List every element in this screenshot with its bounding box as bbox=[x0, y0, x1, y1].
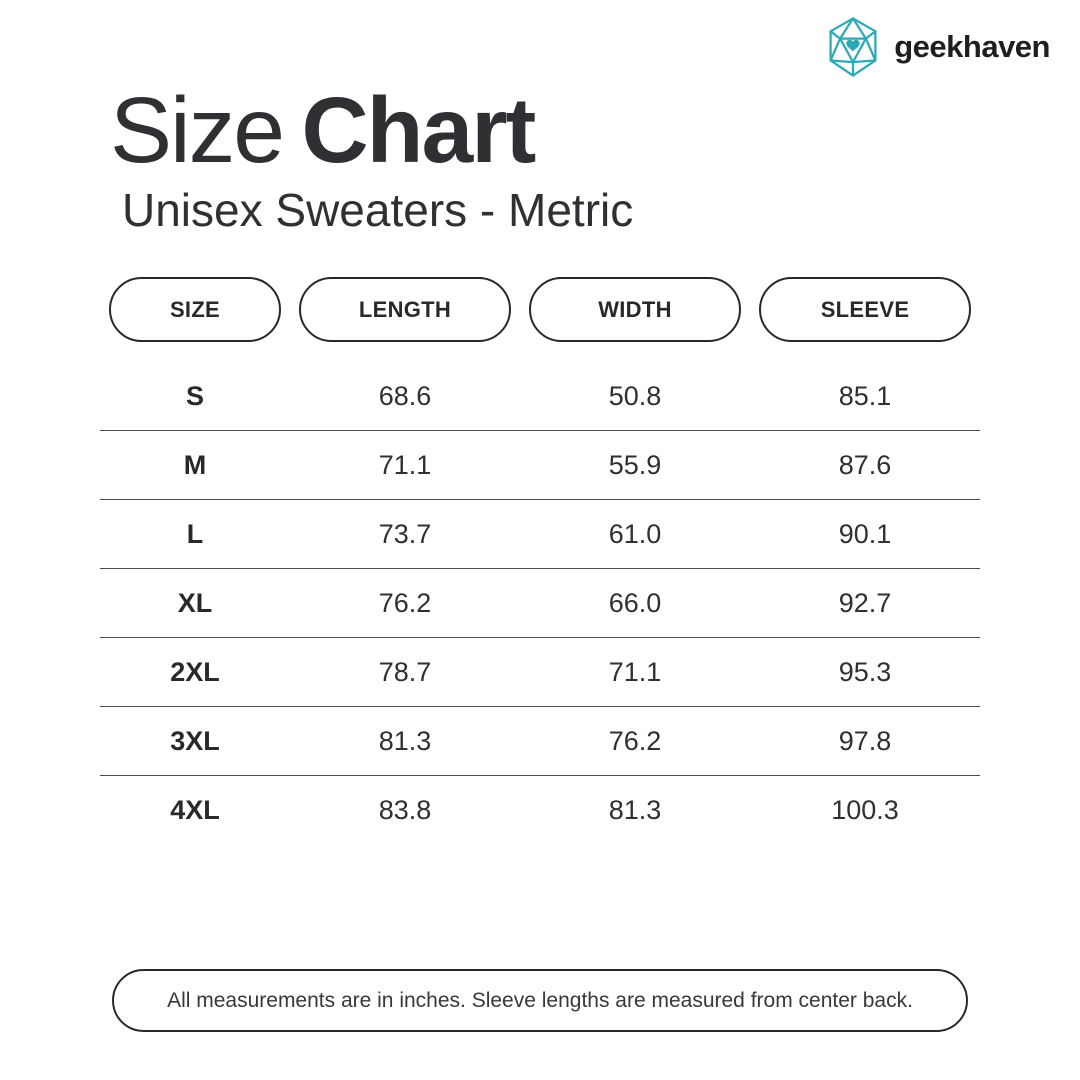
sleeve-cell: 92.7 bbox=[838, 587, 892, 618]
measurement-footnote: All measurements are in inches. Sleeve l… bbox=[112, 969, 968, 1032]
width-cell: 81.3 bbox=[608, 794, 662, 825]
length-cell: 83.8 bbox=[378, 794, 432, 825]
length-cell: 71.1 bbox=[378, 449, 432, 480]
width-cell: 66.0 bbox=[608, 587, 662, 618]
page-subtitle: Unisex Sweaters - Metric bbox=[122, 184, 634, 236]
length-cell: 68.6 bbox=[378, 380, 432, 411]
length-cell: 78.7 bbox=[378, 656, 432, 687]
table-row-m: M 71.1 55.9 87.6 bbox=[100, 431, 980, 500]
sleeve-cell: 87.6 bbox=[838, 449, 892, 480]
brand-name: geekhaven bbox=[894, 29, 1050, 64]
length-cell: 73.7 bbox=[378, 518, 432, 549]
sleeve-cell: 95.3 bbox=[838, 656, 892, 687]
page-title: Size Chart bbox=[110, 84, 536, 177]
size-cell: L bbox=[186, 518, 204, 549]
sleeve-cell: 97.8 bbox=[838, 725, 892, 756]
size-cell: S bbox=[185, 380, 204, 411]
table-row-xl: XL 76.2 66.0 92.7 bbox=[100, 569, 980, 638]
width-cell: 50.8 bbox=[608, 380, 662, 411]
column-header-size: SIZE bbox=[109, 277, 281, 342]
size-cell: M bbox=[183, 449, 207, 480]
table-row-2xl: 2XL 78.7 71.1 95.3 bbox=[100, 638, 980, 707]
length-cell: 76.2 bbox=[378, 587, 432, 618]
page-title-bold: Chart bbox=[301, 78, 537, 182]
d20-dice-heart-icon bbox=[829, 17, 877, 77]
table-row-4xl: 4XL 83.8 81.3 100.3 bbox=[100, 776, 980, 844]
column-header-width: WIDTH bbox=[529, 277, 741, 342]
table-body: S 68.6 50.8 85.1 M 71.1 55.9 87.6 L 73.7… bbox=[100, 362, 980, 844]
length-cell: 81.3 bbox=[378, 725, 432, 756]
brand-logo: geekhaven bbox=[825, 16, 1050, 78]
size-cell: 4XL bbox=[170, 794, 220, 825]
width-cell: 76.2 bbox=[608, 725, 662, 756]
table-row-s: S 68.6 50.8 85.1 bbox=[100, 362, 980, 431]
size-cell: 3XL bbox=[170, 725, 220, 756]
table-header-row: SIZE LENGTH WIDTH SLEEVE bbox=[100, 277, 980, 342]
sleeve-cell: 100.3 bbox=[831, 794, 899, 825]
width-cell: 71.1 bbox=[608, 656, 662, 687]
width-cell: 55.9 bbox=[608, 449, 662, 480]
table-row-3xl: 3XL 81.3 76.2 97.8 bbox=[100, 707, 980, 776]
heart-icon bbox=[846, 39, 860, 52]
column-header-sleeve: SLEEVE bbox=[759, 277, 971, 342]
size-cell: XL bbox=[177, 587, 213, 618]
width-cell: 61.0 bbox=[608, 518, 662, 549]
table-row-l: L 73.7 61.0 90.1 bbox=[100, 500, 980, 569]
column-header-length: LENGTH bbox=[299, 277, 511, 342]
sleeve-cell: 90.1 bbox=[838, 518, 892, 549]
sleeve-cell: 85.1 bbox=[838, 380, 892, 411]
size-chart-table: SIZE LENGTH WIDTH SLEEVE S 68.6 50.8 85.… bbox=[100, 277, 980, 844]
size-cell: 2XL bbox=[170, 656, 220, 687]
page-title-light: Size bbox=[110, 78, 285, 182]
